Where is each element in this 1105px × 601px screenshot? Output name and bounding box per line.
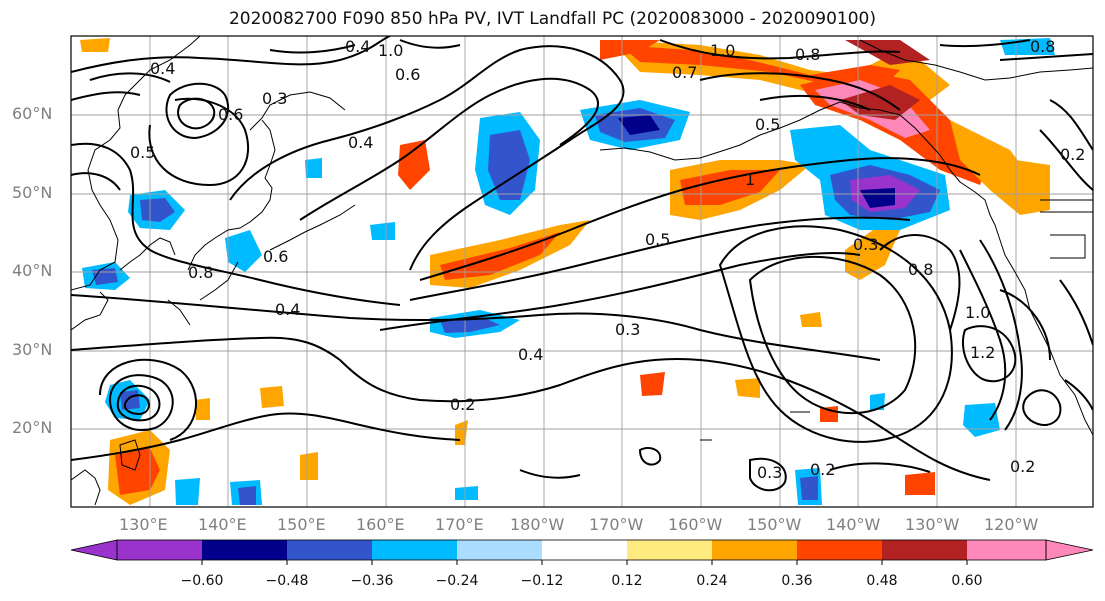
colorbar-bin xyxy=(967,540,1046,560)
colorbar-tick-label: −0.24 xyxy=(435,573,479,589)
colorbar-tick-label: 0.24 xyxy=(696,573,728,589)
colorbar-bin xyxy=(712,540,797,560)
ivt-contours xyxy=(71,36,1093,492)
colorbar-tick-label: 0.48 xyxy=(866,573,898,589)
lon-label: 160°E xyxy=(356,515,405,534)
contour-label: 1.2 xyxy=(970,343,995,362)
lat-label: 20°N xyxy=(12,418,53,437)
contour-label: 1.0 xyxy=(710,41,735,60)
contour-label: 1.0 xyxy=(378,41,403,60)
graticule xyxy=(71,36,1093,507)
contour-label: 0.5 xyxy=(755,115,780,134)
contour-label: 0.3 xyxy=(615,320,640,339)
contour-label: 0.3 xyxy=(757,463,782,482)
lat-label: 40°N xyxy=(12,261,53,280)
contour-label: 0.4 xyxy=(518,345,543,364)
colorbar-bin xyxy=(797,540,882,560)
contour-label: 1.0 xyxy=(965,303,990,322)
lon-label: 140°E xyxy=(198,515,247,534)
contour-label: 0.4 xyxy=(345,37,370,56)
colorbar-bin xyxy=(202,540,287,560)
lon-label: 150°W xyxy=(747,515,802,534)
colorbar-tick-label: 0.36 xyxy=(781,573,813,589)
contour-label: 0.2 xyxy=(1060,145,1085,164)
colorbar-bin xyxy=(457,540,542,560)
lat-label: 30°N xyxy=(12,340,53,359)
lon-label: 180°W xyxy=(510,515,565,534)
colorbar-bin xyxy=(882,540,967,560)
colorbar-tick-label: 0.60 xyxy=(951,573,983,589)
contour-label: 0.2 xyxy=(810,460,835,479)
contour-label: 0.4 xyxy=(275,300,300,319)
contour-label: 0.4 xyxy=(150,59,175,78)
colorbar-tick-label: −0.60 xyxy=(180,573,224,589)
contour-label: 0.8 xyxy=(188,263,213,282)
contour-label: 0.8 xyxy=(795,45,820,64)
lon-label: 170°E xyxy=(435,515,484,534)
colorbar-bin xyxy=(117,540,202,560)
colorbar-tick-label: −0.12 xyxy=(520,573,564,589)
colorbar-tick-label: 0.12 xyxy=(611,573,643,589)
colorbar-extend-low xyxy=(70,539,118,561)
map-plot-area: 1.0 0.4 0.6 0.3 0.7 0.5 0.8 0.6 0.4 0.4 … xyxy=(71,36,1093,507)
plot-frame xyxy=(70,35,1094,508)
lat-label: 50°N xyxy=(12,183,53,202)
lon-label: 130°E xyxy=(119,515,168,534)
colorbar xyxy=(70,539,1094,565)
colorbar-bin xyxy=(627,540,712,560)
colorbar-bin xyxy=(287,540,372,560)
lat-label: 60°N xyxy=(12,104,53,123)
lon-label: 130°W xyxy=(905,515,960,534)
contour-label: 0.6 xyxy=(218,105,243,124)
contour-label: 0.3 xyxy=(262,89,287,108)
contour-label: 0.5 xyxy=(130,143,155,162)
lon-label: 140°W xyxy=(826,515,881,534)
contour-label: 0.6 xyxy=(395,65,420,84)
contour-labels: 1.0 0.4 0.6 0.3 0.7 0.5 0.8 0.6 0.4 0.4 … xyxy=(130,37,1085,482)
colorbar-tick-label: −0.48 xyxy=(265,573,309,589)
contour-label: 1 xyxy=(745,170,755,189)
contour-label: 0.6 xyxy=(263,247,288,266)
lon-label: 170°W xyxy=(589,515,644,534)
contour-label: 0.8 xyxy=(908,260,933,279)
colorbar-tick-label: −0.36 xyxy=(350,573,394,589)
contour-label: 0.2 xyxy=(1010,457,1035,476)
contour-label: 0.8 xyxy=(1030,37,1055,56)
colorbar-bin xyxy=(542,540,627,560)
contour-label: 0.3 xyxy=(853,235,878,254)
coastlines xyxy=(71,36,1093,506)
contour-label: 0.2 xyxy=(450,395,475,414)
lon-label: 160°W xyxy=(668,515,723,534)
contour-label: 0.5 xyxy=(645,230,670,249)
colorbar-extend-high xyxy=(1045,539,1094,561)
lon-label: 150°E xyxy=(277,515,326,534)
lon-label: 120°W xyxy=(984,515,1039,534)
map-title: 2020082700 F090 850 hPa PV, IVT Landfall… xyxy=(228,9,876,29)
contour-label: 0.7 xyxy=(672,63,697,82)
contour-label: 0.4 xyxy=(348,133,373,152)
colorbar-bin xyxy=(372,540,457,560)
